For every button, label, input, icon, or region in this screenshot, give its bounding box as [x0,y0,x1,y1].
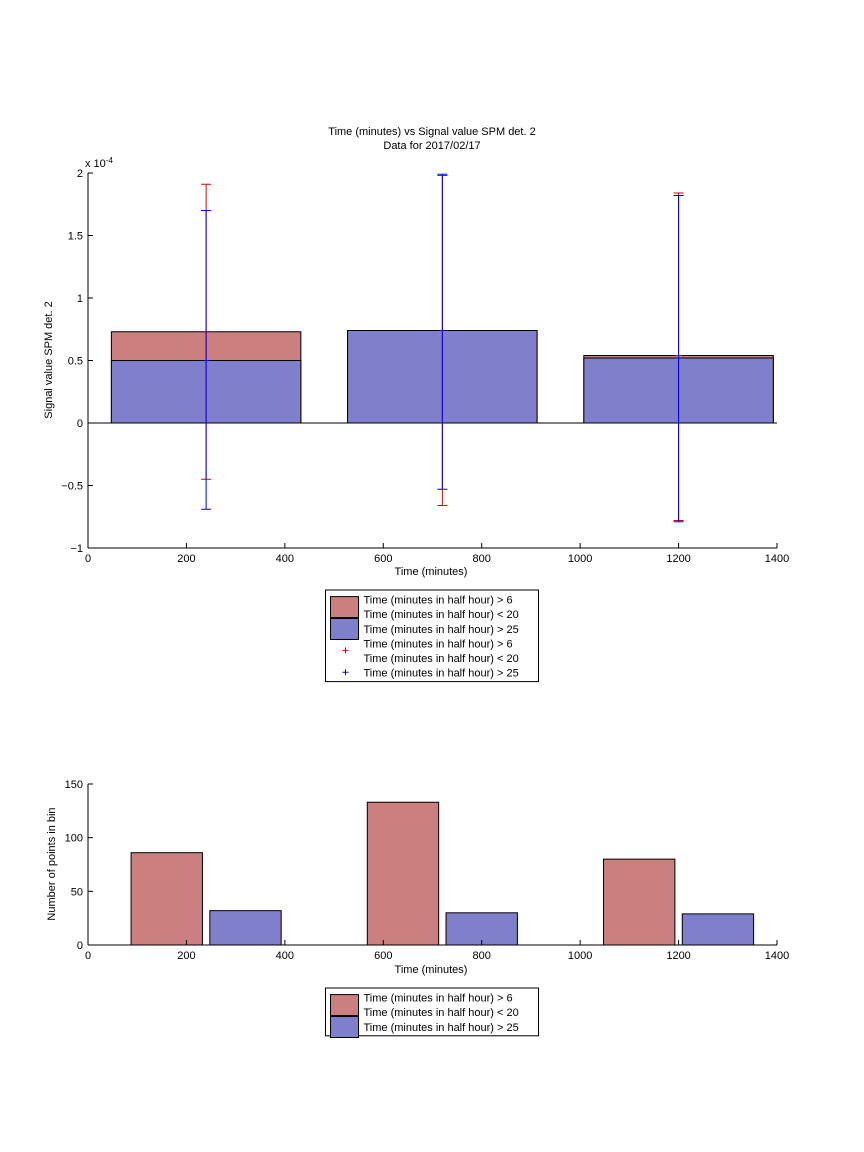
legend-label: Time (minutes in half hour) < 20 [364,609,519,621]
legend-label: Time (minutes in half hour) > 25 [364,668,519,680]
x-tick-label: 200 [177,950,195,962]
x-tick-label: 200 [177,553,195,565]
legend-label: Time (minutes in half hour) < 20 [364,1007,519,1019]
legend-label: Time (minutes in half hour) > 25 [364,624,519,636]
chart-subtitle: Data for 2017/02/17 [383,140,480,152]
y-tick-label: 1 [77,293,83,305]
y-tick-label: −1 [70,543,83,555]
x-tick-label: 600 [374,553,392,565]
bar-blue [209,910,282,946]
y-axis-label: Number of points in bin [46,807,58,920]
legend-swatch [330,618,359,640]
y-tick-label: −0.5 [61,481,83,493]
y-tick-label: 50 [71,886,83,898]
legend-marker-icon [342,669,349,676]
chart-title: Time (minutes) vs Signal value SPM det. … [328,126,535,138]
legend-box [325,589,539,683]
y-tick-label: 0 [77,940,83,952]
y-tick-label: 1.5 [68,231,83,243]
legend-label: Time (minutes in half hour) > 25 [364,1022,519,1034]
y-tick-label: 150 [65,779,83,791]
x-tick-label: 400 [276,950,294,962]
count-chart: Time (minutes) Number of points in bin 0… [46,779,789,976]
bar-red [603,858,676,946]
x-tick-label: 1400 [765,950,789,962]
y-tick-label: 2 [77,168,83,180]
y-tick-label: 0 [77,418,83,430]
y-axis-label: Signal value SPM det. 2 [43,301,55,418]
legend-box [325,987,539,1037]
y-tick-label: 100 [65,833,83,845]
x-tick-label: 1000 [568,950,592,962]
x-tick-label: 0 [85,553,91,565]
legend-signal: Time (minutes in half hour) > 6 Time (min… [325,589,539,683]
legend-label: Time (minutes in half hour) > 6 [364,595,513,607]
legend-swatch [330,596,359,619]
x-axis-label: Time (minutes) [395,964,468,976]
legend-marker-icon [342,647,349,654]
legend-swatch [330,994,359,1017]
x-tick-label: 1400 [765,553,789,565]
legend-label: Time (minutes in half hour) < 20 [364,653,519,665]
x-tick-label: 1200 [666,950,690,962]
x-tick-label: 800 [473,950,491,962]
x-tick-label: 0 [85,950,91,962]
bar-blue [681,913,755,946]
bar-red [130,852,203,946]
legend-counts: Time (minutes in half hour) > 6 Time (min… [325,987,539,1038]
bar-red [366,801,440,946]
x-tick-label: 1000 [568,553,592,565]
y-exponent: x 10-4 [85,156,113,170]
x-tick-label: 600 [374,950,392,962]
signal-chart: Time (minutes) vs Signal value SPM det. … [43,126,789,578]
legend-label: Time (minutes in half hour) > 6 [364,638,513,650]
y-tick-label: 0.5 [68,356,83,368]
legend-swatch [330,1016,359,1038]
bar-blue [445,912,518,946]
x-tick-label: 800 [473,553,491,565]
legend-label: Time (minutes in half hour) > 6 [364,993,513,1005]
x-tick-label: 400 [276,553,294,565]
x-tick-label: 1200 [666,553,690,565]
x-axis-label: Time (minutes) [395,566,468,578]
